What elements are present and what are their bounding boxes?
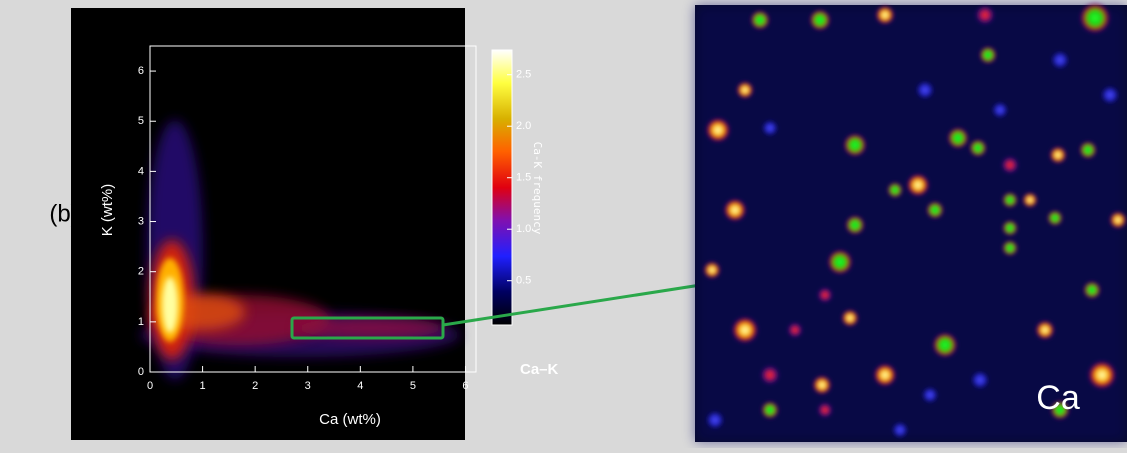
- y-tick-label: 4: [138, 165, 144, 177]
- y-tick-label: 6: [138, 65, 144, 77]
- pair-label: Ca–K: [520, 361, 559, 378]
- x-tick-label: 4: [357, 380, 363, 392]
- x-tick-label: 3: [305, 380, 311, 392]
- x-tick-label: 0: [147, 380, 153, 392]
- x-tick-label: 6: [462, 380, 468, 392]
- y-axis-label: K (wt%): [99, 184, 116, 237]
- x-tick-label: 2: [252, 380, 258, 392]
- colorbar-tick-label: 2.5: [516, 69, 531, 81]
- image-label: Ca: [1036, 379, 1080, 417]
- element-map: [695, 2, 1127, 442]
- highlight-box: [290, 316, 445, 340]
- colorbar-tick-label: 1.0: [516, 223, 531, 235]
- colorbar-label: Ca-K frequency: [531, 142, 544, 235]
- plot-frame: [149, 45, 477, 373]
- density-cloud: [140, 120, 460, 380]
- y-tick-label: 5: [138, 115, 144, 127]
- x-tick-label: 5: [410, 380, 416, 392]
- plot-background: [71, 8, 465, 440]
- y-tick-label: 2: [138, 266, 144, 278]
- x-tick-label: 1: [200, 380, 206, 392]
- y-tick-label: 3: [138, 215, 144, 227]
- x-axis-label: Ca (wt%): [319, 411, 381, 428]
- colorbar: [491, 49, 513, 326]
- colorbar-tick-label: 2.0: [516, 120, 531, 132]
- colorbar-tick-label: 1.5: [516, 172, 531, 184]
- y-tick-label: 1: [138, 316, 144, 328]
- colorbar-tick-label: 0.5: [516, 275, 531, 287]
- y-tick-label: 0: [138, 366, 144, 378]
